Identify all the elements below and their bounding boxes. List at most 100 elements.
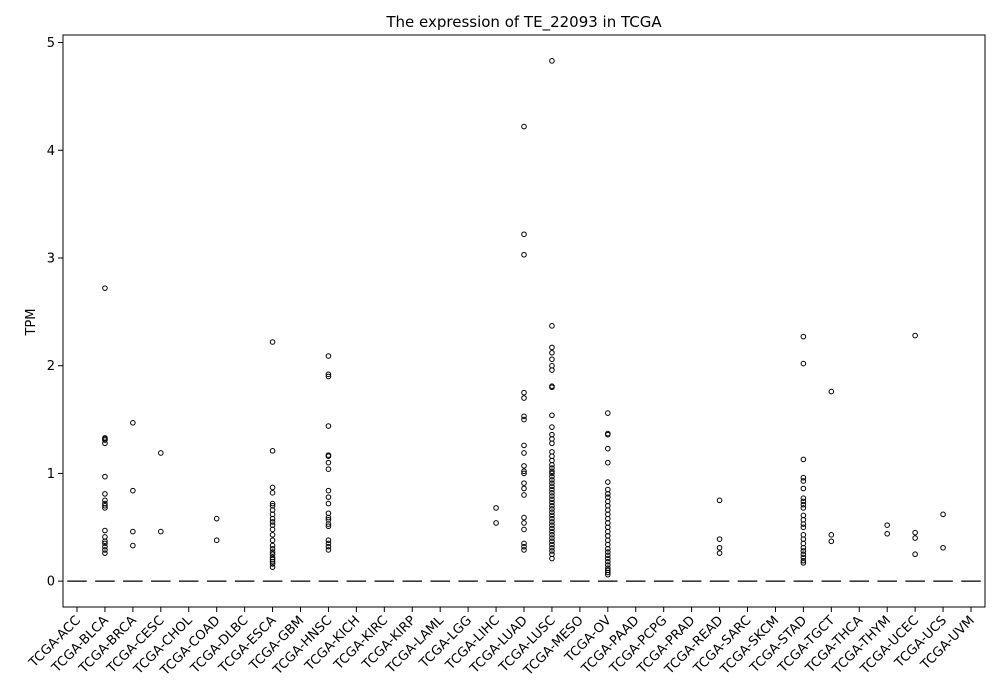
outlier-point (549, 535, 555, 541)
outlier-point (521, 463, 527, 469)
outlier-point (716, 544, 723, 551)
box-tcga-ucec (905, 332, 925, 582)
outlier-point (325, 521, 332, 527)
y-axis: 0 1 2 3 4 5 (47, 36, 63, 590)
outlier-point (800, 524, 807, 531)
outlier-point (521, 540, 527, 547)
outlier-point (325, 353, 332, 359)
outlier-point (521, 468, 527, 475)
outlier-point (549, 522, 555, 528)
outlier-point (521, 547, 527, 553)
outlier-point (605, 552, 611, 559)
outlier-point (800, 521, 807, 527)
outlier-point (521, 251, 527, 258)
outlier-point (549, 424, 555, 430)
outlier-point (521, 514, 527, 521)
outlier-point (549, 532, 555, 538)
outlier-point (549, 323, 555, 329)
outlier-point (269, 526, 276, 533)
outlier-point (800, 554, 807, 561)
outlier-point (521, 485, 527, 492)
outlier-point (325, 373, 332, 380)
outlier-point (325, 466, 332, 472)
outlier-point (800, 478, 807, 484)
outlier-point (549, 544, 555, 551)
outlier-point (800, 498, 807, 505)
outlier-point (102, 497, 108, 504)
outlier-point (549, 525, 555, 532)
outlier-point (521, 450, 527, 456)
outlier-point (549, 483, 555, 490)
outlier-point (325, 371, 332, 378)
y-tick-label: 0 (47, 575, 55, 590)
outlier-point (549, 515, 555, 522)
outlier-point (828, 538, 835, 545)
y-tick-label: 2 (47, 359, 55, 374)
outlier-point (828, 532, 835, 538)
outlier-point (800, 360, 807, 367)
outlier-point (605, 459, 611, 466)
outlier-point (912, 529, 918, 536)
outlier-point (549, 412, 555, 419)
outlier-point (549, 512, 555, 519)
outlier-point (521, 389, 527, 396)
outlier-point (325, 494, 332, 500)
outlier-point (549, 538, 555, 545)
y-tick-label: 3 (47, 251, 55, 266)
outlier-point (549, 506, 555, 512)
box-tcga-ov (598, 410, 618, 582)
outlier-point (549, 477, 555, 483)
outlier-point (521, 480, 527, 486)
outlier-point (269, 484, 276, 491)
outlier-point (549, 499, 555, 506)
outlier-point (102, 502, 108, 509)
outlier-point (549, 465, 555, 471)
outlier-point (605, 410, 611, 416)
outlier-point (605, 571, 611, 578)
outlier-point (605, 546, 611, 552)
box-tcga-brca (123, 419, 143, 582)
outlier-point (521, 442, 527, 449)
outlier-point (269, 549, 276, 555)
outlier-point (325, 537, 332, 544)
outlier-point (269, 551, 276, 558)
outlier-point (549, 384, 555, 391)
outlier-point (269, 537, 276, 544)
box-tcga-lusc (542, 58, 562, 582)
outlier-point (549, 349, 555, 356)
box-tcga-luad (514, 123, 534, 582)
outlier-point (102, 540, 108, 547)
outlier-point (158, 528, 164, 535)
outlier-point (158, 450, 164, 456)
outlier-point (325, 487, 332, 494)
outlier-point (521, 231, 527, 238)
outlier-point (940, 544, 946, 551)
x-axis: TCGA-ACCTCGA-BLCATCGA-BRCATCGA-CESCTCGA-… (26, 607, 978, 679)
outlier-point (325, 500, 332, 507)
outlier-point (102, 440, 108, 447)
box-tcga-tgct (821, 388, 842, 582)
outlier-point (800, 456, 807, 463)
y-tick-label: 1 (47, 467, 55, 482)
box-tcga-blca (95, 285, 115, 582)
outlier-point (549, 367, 555, 373)
box-tcga-hnsc (318, 353, 339, 582)
outlier-point (269, 558, 276, 565)
outlier-point (269, 564, 276, 570)
outlier-point (102, 550, 108, 556)
outlier-point (800, 560, 807, 566)
box-tcga-esca (262, 339, 283, 582)
outlier-point (549, 440, 555, 447)
outlier-point (325, 459, 332, 466)
outlier-point (102, 543, 108, 550)
outlier-point (325, 543, 332, 550)
outlier-point (130, 542, 136, 549)
outlier-point (269, 542, 276, 549)
outlier-point (130, 487, 136, 494)
outlier-point (912, 535, 918, 541)
outlier-point (521, 416, 527, 423)
outlier-point (325, 423, 332, 429)
chart-title: The expression of TE_22093 in TCGA (385, 13, 662, 32)
outlier-point (269, 500, 276, 507)
